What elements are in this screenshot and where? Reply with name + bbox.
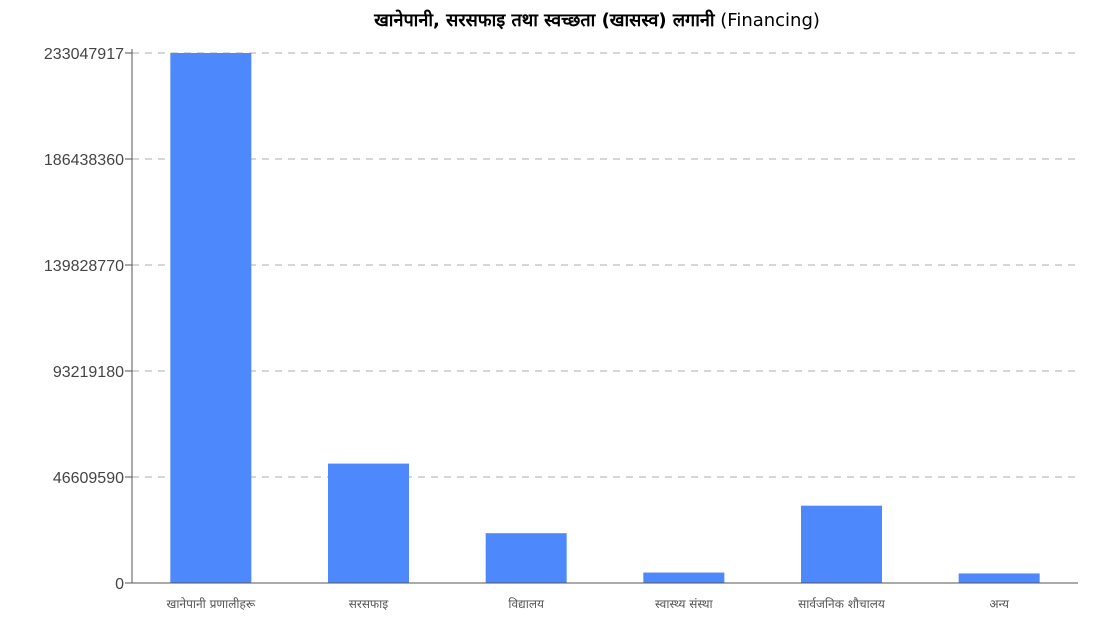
bar	[958, 573, 1040, 583]
bar	[328, 463, 409, 583]
bars	[170, 53, 1040, 583]
axes	[125, 49, 1078, 584]
chart-title-main: खानेपानी, सरसफाइ तथा स्वच्छता (खासस्व) ल…	[374, 10, 715, 31]
chart-title: खानेपानी, सरसफाइ तथा स्वच्छता (खासस्व) ल…	[0, 8, 1094, 32]
y-tick-label: 0	[115, 576, 124, 593]
x-category-label: विद्यालय	[508, 597, 545, 611]
x-category-label: अन्य	[989, 597, 1010, 611]
bar	[170, 53, 252, 583]
y-tick-label: 233047917	[44, 46, 124, 63]
y-tick-label: 46609590	[53, 470, 124, 487]
y-tick-label: 186438360	[44, 152, 124, 169]
x-category-label: स्वास्थ्य संस्था	[655, 597, 713, 611]
chart-title-suffix: (Financing)	[720, 10, 820, 31]
y-tick-label: 93219180	[53, 364, 124, 381]
bar	[801, 505, 882, 583]
x-category-label: खानेपानी प्रणालीहरू	[167, 597, 256, 611]
x-category-labels: खानेपानी प्रणालीहरू सरसफाइ विद्यालय स्वास्थ…	[167, 597, 1011, 611]
y-tick-label: 139828770	[44, 258, 124, 275]
bar	[643, 572, 725, 583]
x-category-label: सार्वजनिक शौचालय	[798, 597, 886, 611]
x-category-label: सरसफाइ	[349, 597, 389, 611]
bar	[485, 533, 567, 583]
y-tick-labels: 0 46609590 93219180 139828770 186438360 23304…	[44, 46, 124, 593]
gridlines	[132, 52, 1078, 478]
